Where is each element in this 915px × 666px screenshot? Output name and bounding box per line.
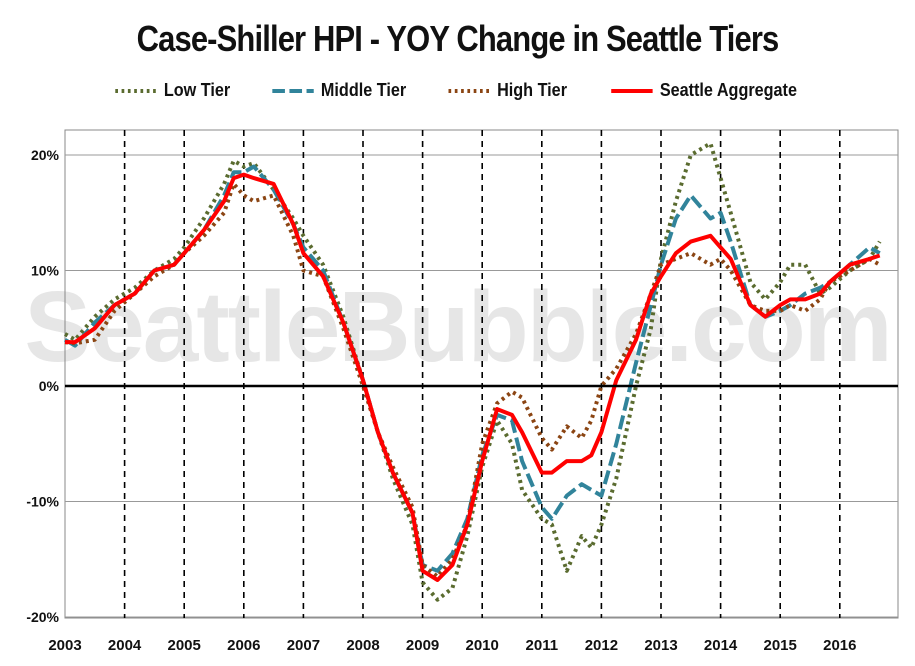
grid xyxy=(64,129,899,619)
x-tick-label: 2005 xyxy=(168,637,201,654)
x-tick-label: 2007 xyxy=(287,637,320,654)
legend-swatch xyxy=(272,88,314,93)
legend-item: Middle Tier xyxy=(270,80,406,101)
y-tick-label: -10% xyxy=(26,494,59,510)
x-tick-label: 2014 xyxy=(704,637,738,654)
y-tick-label: 20% xyxy=(31,147,60,163)
legend-swatch xyxy=(448,88,490,93)
legend: Low Tier Middle Tier High Tier Seattle Aggr… xyxy=(0,80,915,101)
chart-title: Case-Shiller HPI - YOY Change in Seattle… xyxy=(136,18,780,59)
x-tick-label: 2015 xyxy=(764,637,797,654)
y-tick-label: 10% xyxy=(31,263,60,279)
y-tick-label: -20% xyxy=(26,609,59,625)
legend-item: Low Tier xyxy=(114,80,231,101)
y-tick-label: 0% xyxy=(39,378,60,394)
x-tick-label: 2010 xyxy=(466,637,499,654)
x-tick-label: 2009 xyxy=(406,637,439,654)
legend-swatch xyxy=(611,88,653,93)
x-tick-label: 2006 xyxy=(227,637,260,654)
legend-swatch xyxy=(115,88,157,93)
legend-item: Seattle Aggregate xyxy=(610,80,798,101)
watermark: SeattleBubble.com xyxy=(24,271,892,383)
legend-label: Seattle Aggregate xyxy=(660,80,798,100)
legend-label: High Tier xyxy=(496,80,567,100)
x-tick-label: 2008 xyxy=(346,637,379,654)
legend-label: Low Tier xyxy=(164,80,231,100)
x-tick-label: 2003 xyxy=(48,637,81,654)
x-tick-label: 2012 xyxy=(585,637,618,654)
axes: 20% 10% 0% -10% -20% 2003 2004 2005 2006 2007 2008… xyxy=(26,147,898,654)
series-line-seattle-aggregate xyxy=(65,172,881,582)
legend-label: Middle Tier xyxy=(320,80,407,100)
series-line-high-tier xyxy=(64,181,881,579)
x-tick-label: 2011 xyxy=(526,637,559,654)
x-tick-label: 2013 xyxy=(644,637,677,654)
series-layer xyxy=(64,141,882,602)
x-tick-label: 2016 xyxy=(823,637,856,654)
legend-item: High Tier xyxy=(446,80,567,101)
series-line-low-tier xyxy=(64,141,882,602)
x-tick-label: 2004 xyxy=(108,637,142,654)
